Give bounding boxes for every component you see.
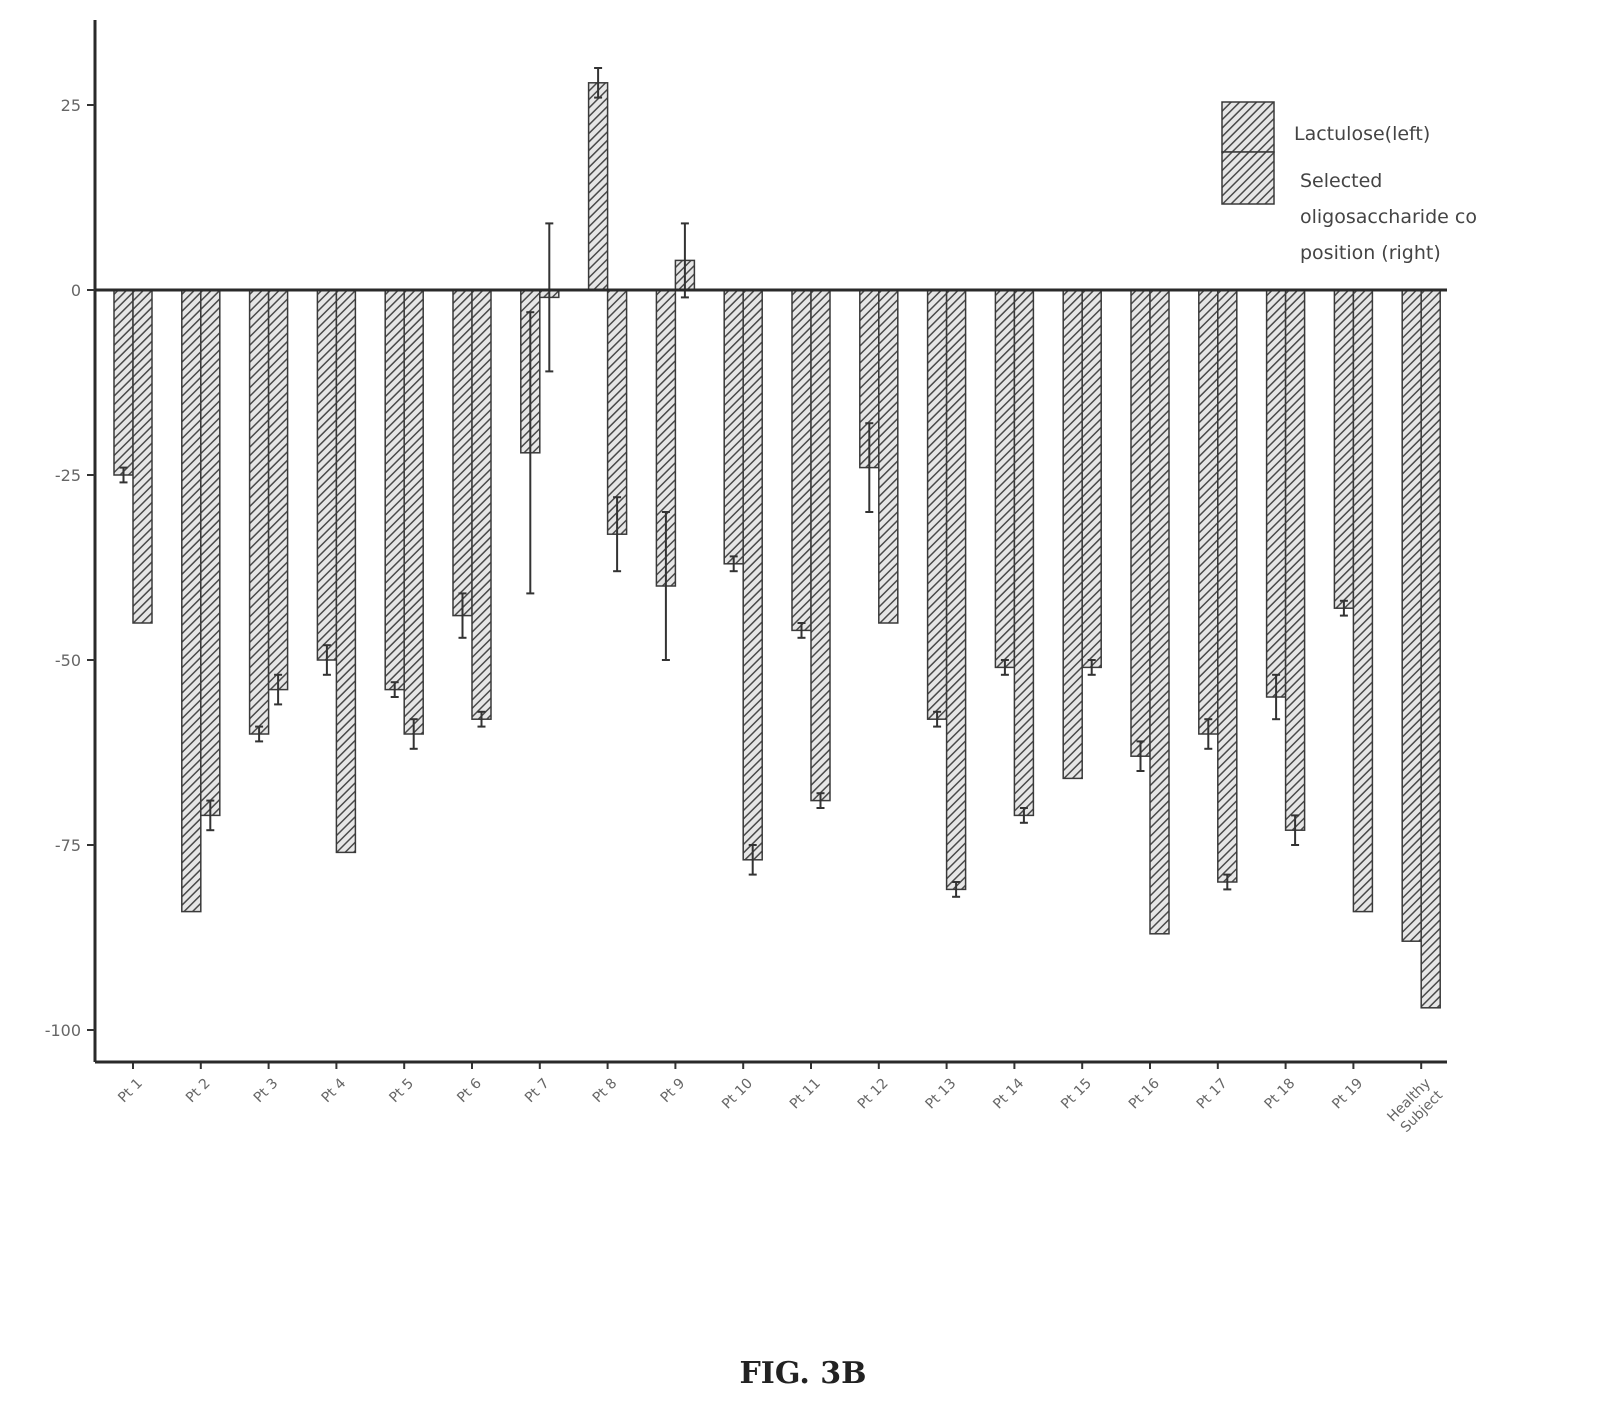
- x-tick-label: Pt 12: [855, 1076, 892, 1113]
- y-tick-label: -50: [55, 651, 81, 670]
- bar-s1-10: [723, 289, 744, 565]
- bar-s2-13: [945, 289, 967, 891]
- bar-s1-11: [791, 289, 812, 632]
- x-tick-label: Pt 18: [1262, 1076, 1299, 1113]
- error-bars-layer: [119, 67, 1348, 898]
- bar-s1-2: [181, 289, 202, 913]
- bar-s2-15: [1081, 289, 1102, 669]
- x-tick-label: Pt 16: [1126, 1075, 1163, 1112]
- bar-s2-1: [132, 289, 153, 624]
- x-tick-label: Pt 8: [590, 1076, 621, 1107]
- bar-s1-4: [316, 289, 338, 661]
- x-tick-label: Pt 5: [386, 1076, 417, 1107]
- x-tick-label: Pt 10: [719, 1076, 756, 1113]
- axes-layer: [93, 20, 1447, 1069]
- bar-s1-15: [1062, 289, 1083, 780]
- legend-label-line: oligosaccharide co: [1300, 206, 1477, 228]
- bar-s1-8: [587, 82, 609, 291]
- legend-label-oligosaccharide: Selected oligosaccharide co position (righ…: [1300, 170, 1477, 264]
- legend: Lactulose(left) Selected oligosaccharide c…: [1221, 101, 1477, 264]
- bar-s2-2: [200, 289, 221, 817]
- x-tick-label: HealthySubject: [1384, 1075, 1446, 1137]
- bar-s1-3: [248, 289, 270, 735]
- y-tick-label: -100: [45, 1021, 81, 1040]
- bar-s1-14: [994, 289, 1016, 669]
- x-tick-label: Pt 13: [923, 1076, 960, 1113]
- bar-s2-5: [403, 289, 424, 735]
- bar-s2-6: [471, 289, 492, 720]
- y-tick-label: -25: [55, 466, 81, 485]
- bar-s1-20: [1401, 289, 1422, 942]
- x-tick-label: Pt 1: [115, 1076, 146, 1107]
- legend-label-line: position (right): [1300, 242, 1441, 264]
- bar-s1-17: [1198, 289, 1219, 735]
- bar-s1-5: [384, 289, 405, 691]
- bar-s1-19: [1333, 289, 1355, 609]
- x-tick-label: Pt 4: [319, 1075, 350, 1106]
- bar-s2-10: [742, 289, 763, 861]
- bar-s2-19: [1352, 289, 1374, 913]
- x-tick-label: Pt 15: [1058, 1076, 1095, 1113]
- bar-s1-16: [1130, 289, 1151, 757]
- bar-s2-4: [335, 289, 357, 854]
- bar-s2-11: [810, 289, 831, 802]
- bar-s1-13: [926, 289, 948, 720]
- bar-s1-1: [113, 289, 134, 476]
- bar-s2-17: [1217, 289, 1238, 883]
- x-tick-label: Pt 3: [251, 1076, 282, 1107]
- bar-s2-18: [1284, 289, 1306, 831]
- bar-s2-12: [878, 289, 899, 624]
- bar-s2-16: [1149, 289, 1170, 935]
- figure-caption: FIG. 3B: [739, 1356, 867, 1391]
- legend-label-lactulose: Lactulose(left): [1294, 123, 1430, 145]
- bar-s1-6: [452, 289, 473, 617]
- y-tick-label: 25: [61, 96, 81, 115]
- legend-label-line: Selected: [1300, 170, 1382, 192]
- x-tick-label: Pt 11: [787, 1076, 824, 1113]
- x-tick-label: Pt 7: [522, 1076, 553, 1107]
- bar-s2-3: [267, 289, 289, 691]
- x-tick-label: Pt 17: [1194, 1076, 1231, 1113]
- x-tick-label: Pt 9: [658, 1076, 689, 1107]
- x-labels-layer: Pt 1 Pt 2 Pt 3 Pt 4 Pt 5 Pt 6 Pt 7 Pt 8 Pt 9 Pt 1…: [115, 1075, 1446, 1137]
- x-tick-label: Pt 19: [1329, 1076, 1366, 1113]
- y-tick-label: 0: [71, 281, 81, 300]
- x-tick-label: Pt 2: [183, 1076, 214, 1107]
- y-ticks-layer: 25 0 -25 -50 -75 -100: [45, 96, 95, 1040]
- legend-swatch-lactulose: [1221, 101, 1275, 153]
- legend-swatch-oligosaccharide: [1221, 151, 1275, 205]
- x-tick-label: Pt 14: [990, 1075, 1027, 1112]
- y-tick-label: -75: [55, 836, 81, 855]
- bar-s2-14: [1013, 289, 1035, 817]
- bars-layer: [113, 82, 1441, 1009]
- bar-s2-20: [1420, 289, 1441, 1009]
- bar-s1-18: [1265, 289, 1287, 698]
- x-tick-label: Pt 6: [454, 1075, 485, 1106]
